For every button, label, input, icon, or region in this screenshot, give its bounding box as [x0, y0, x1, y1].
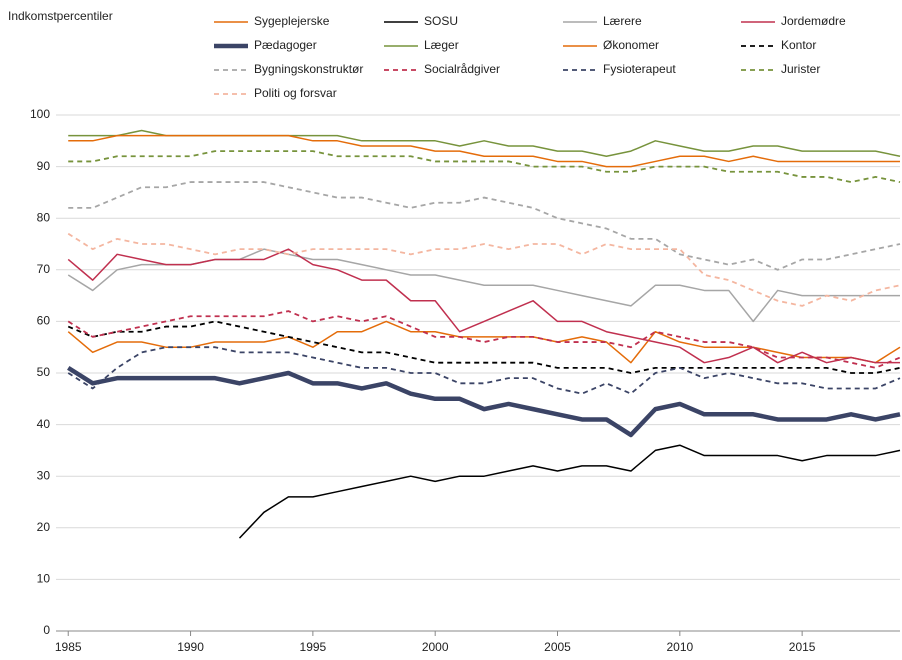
legend-label: Jurister	[781, 62, 820, 76]
y-tick-label: 20	[37, 520, 51, 534]
legend-label: Politi og forsvar	[254, 86, 337, 100]
x-tick-label: 1995	[300, 640, 327, 654]
legend-label: Sygeplejerske	[254, 14, 330, 28]
series-line	[68, 150, 901, 183]
series-line	[67, 248, 900, 364]
legend-label: Økonomer	[603, 38, 659, 52]
series-line	[67, 248, 900, 323]
legend-label: Pædagoger	[254, 38, 317, 52]
y-tick-label: 50	[37, 365, 51, 379]
series-line	[67, 365, 901, 438]
legend-label: Socialrådgiver	[424, 62, 500, 76]
y-axis-label: Indkomstpercentiler	[8, 9, 113, 23]
legend-label: Kontor	[781, 38, 816, 52]
legend-label: Lærere	[603, 14, 642, 28]
legend-label: Bygningskonstruktør	[254, 62, 363, 76]
x-tick-label: 2010	[666, 640, 693, 654]
x-tick-label: 1985	[55, 640, 82, 654]
x-tick-label: 2005	[544, 640, 571, 654]
series-line	[68, 181, 901, 271]
y-tick-label: 60	[37, 314, 51, 328]
legend-label: Læger	[424, 38, 459, 52]
y-tick-label: 0	[43, 623, 50, 637]
series-line	[67, 310, 901, 369]
y-tick-label: 100	[30, 107, 50, 121]
series-line	[67, 232, 901, 307]
series-line	[68, 134, 900, 168]
x-tick-label: 2015	[789, 640, 816, 654]
x-tick-label: 2000	[422, 640, 449, 654]
x-tick-label: 1990	[177, 640, 204, 654]
legend-label: SOSU	[424, 14, 458, 28]
series-line	[68, 129, 901, 158]
y-tick-label: 10	[37, 572, 51, 586]
y-tick-label: 70	[37, 262, 51, 276]
y-tick-label: 30	[37, 468, 51, 482]
y-tick-label: 40	[37, 417, 51, 431]
y-tick-label: 80	[37, 210, 51, 224]
legend-label: Fysioterapeut	[603, 62, 676, 76]
legend-label: Jordemødre	[781, 14, 846, 28]
series-line	[67, 320, 901, 374]
series-line	[67, 320, 901, 364]
series-line	[67, 346, 901, 395]
y-tick-label: 90	[37, 159, 51, 173]
series-line	[238, 444, 901, 539]
